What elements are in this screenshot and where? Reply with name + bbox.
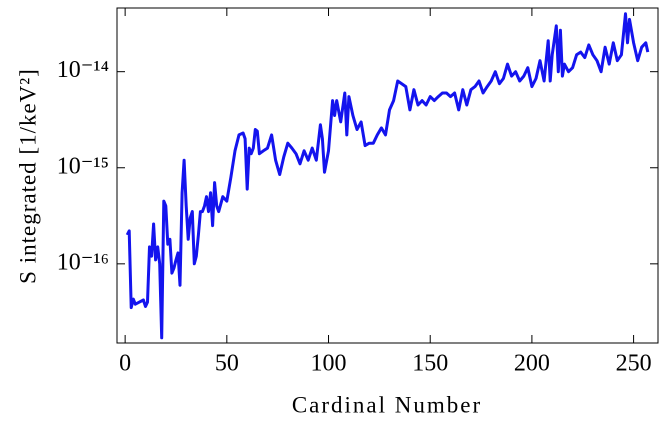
x-tick-label: 50 <box>215 351 239 377</box>
y-tick-label: 10⁻¹⁶ <box>57 249 109 275</box>
x-tick-label: 100 <box>311 351 347 377</box>
y-tick-label: 10⁻¹⁴ <box>57 57 109 83</box>
y-tick-label: 10⁻¹⁵ <box>57 153 109 179</box>
y-axis-label: S integrated [1/keV²] <box>15 68 40 284</box>
x-tick-label: 250 <box>616 351 652 377</box>
x-tick-label: 0 <box>119 351 131 377</box>
plot-frame <box>116 7 659 344</box>
x-tick-label: 150 <box>412 351 448 377</box>
data-line <box>125 12 650 340</box>
x-axis-label: Cardinal Number <box>292 392 482 417</box>
x-tick-label: 200 <box>514 351 550 377</box>
